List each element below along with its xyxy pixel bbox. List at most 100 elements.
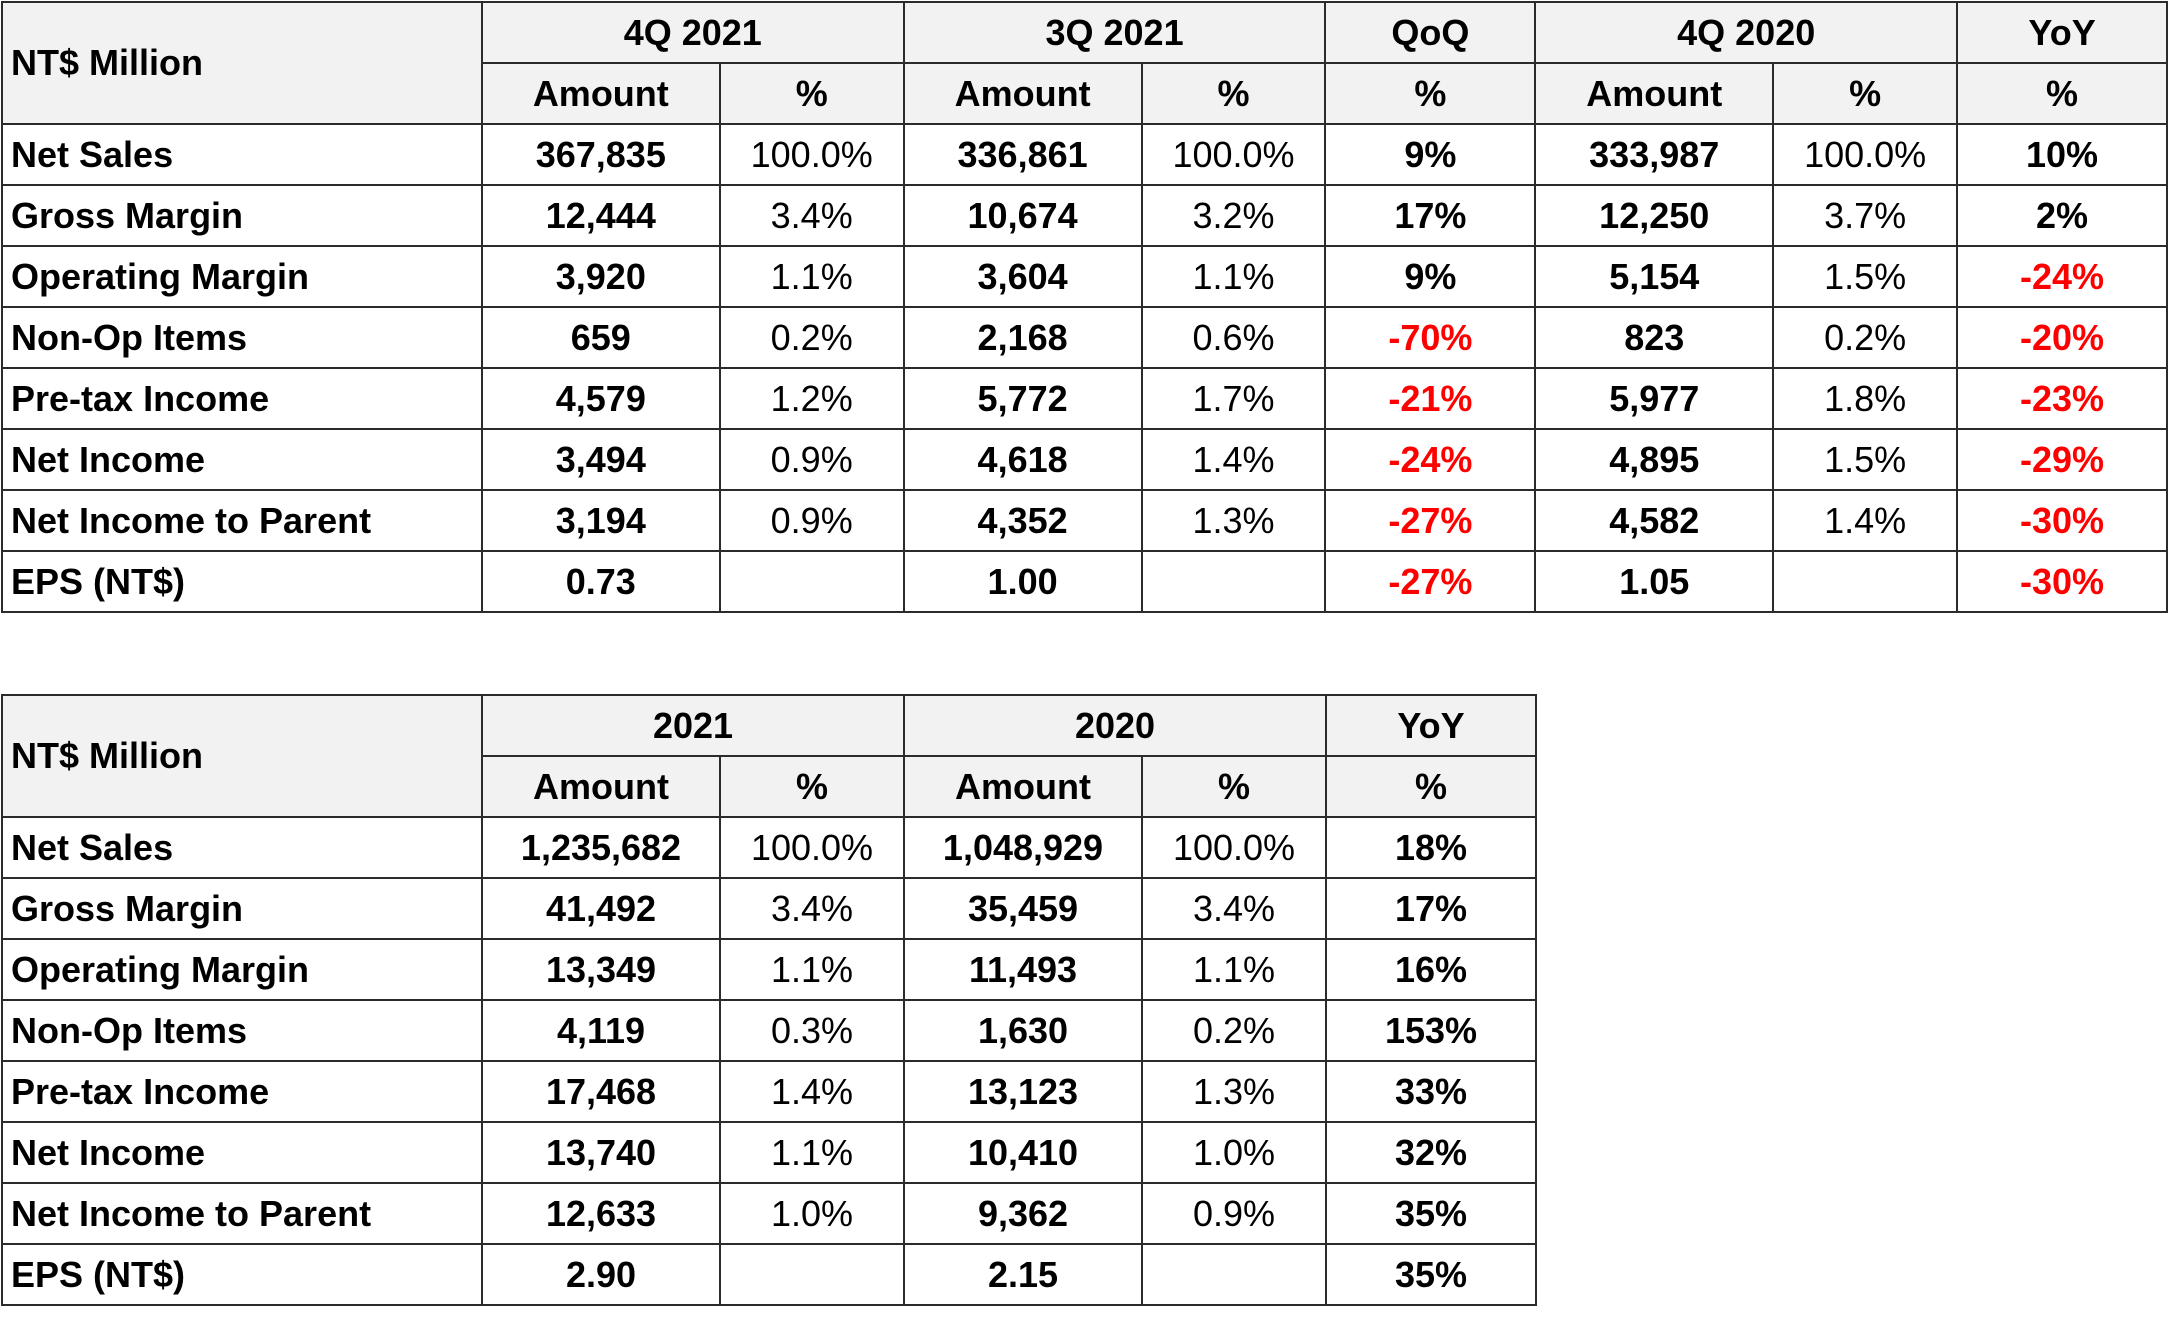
percent-cell bbox=[718, 550, 905, 613]
percent-cell: 1.5% bbox=[1772, 245, 1959, 308]
table-row: EPS (NT$) 2.90 2.15 35% bbox=[1, 1243, 1537, 1306]
percent-cell bbox=[1141, 1243, 1327, 1306]
percent-cell: 100.0% bbox=[1141, 816, 1327, 879]
change-cell: 17% bbox=[1325, 877, 1537, 940]
table-row: Net Income to Parent 12,633 1.0% 9,362 0.9% 3… bbox=[1, 1182, 1537, 1245]
percent-cell: 0.2% bbox=[1141, 999, 1327, 1062]
percent-cell: 1.3% bbox=[1141, 1060, 1327, 1123]
column-subheader: % bbox=[1141, 755, 1327, 818]
change-cell: -27% bbox=[1324, 489, 1537, 552]
amount-cell: 4,895 bbox=[1534, 428, 1775, 491]
percent-cell: 1.5% bbox=[1772, 428, 1959, 491]
table-row: Non-Op Items 4,119 0.3% 1,630 0.2% 153% bbox=[1, 999, 1537, 1062]
row-label: Gross Margin bbox=[1, 877, 483, 940]
row-label: Net Income to Parent bbox=[1, 1182, 483, 1245]
period-header-row: NT$ Million 2021 2020 YoY bbox=[1, 694, 1537, 818]
amount-cell: 2.90 bbox=[481, 1243, 721, 1306]
amount-cell: 4,579 bbox=[480, 367, 721, 430]
change-header: QoQ bbox=[1324, 1, 1537, 64]
change-cell: -30% bbox=[1956, 489, 2168, 552]
percent-cell: 1.4% bbox=[719, 1060, 905, 1123]
change-cell: 35% bbox=[1325, 1243, 1537, 1306]
column-subheader: % bbox=[1140, 62, 1327, 125]
row-label: Net Income bbox=[1, 428, 483, 491]
change-cell: 35% bbox=[1325, 1182, 1537, 1245]
percent-cell: 0.9% bbox=[1141, 1182, 1327, 1245]
amount-cell: 5,977 bbox=[1534, 367, 1775, 430]
subheader-row: Amount % Amount % % Amount % % bbox=[2, 62, 2168, 125]
period-header: 4Q 2021 bbox=[480, 1, 905, 64]
change-cell: -30% bbox=[1956, 550, 2168, 613]
percent-cell: 1.1% bbox=[719, 1121, 905, 1184]
percent-cell bbox=[1772, 550, 1959, 613]
amount-cell: 1.00 bbox=[902, 550, 1143, 613]
column-subheader: % bbox=[719, 755, 905, 818]
table-row: Net Income 13,740 1.1% 10,410 1.0% 32% bbox=[1, 1121, 1537, 1184]
table-row: Operating Margin 3,920 1.1% 3,604 1.1% 9% 5,15… bbox=[1, 245, 2168, 308]
unit-label: NT$ Million bbox=[1, 694, 483, 818]
row-label: Net Sales bbox=[1, 123, 483, 186]
column-subheader: % bbox=[1956, 62, 2168, 125]
row-label: Pre-tax Income bbox=[1, 367, 483, 430]
amount-cell: 17,468 bbox=[481, 1060, 721, 1123]
amount-cell: 5,772 bbox=[902, 367, 1143, 430]
period-header: 3Q 2021 bbox=[902, 1, 1327, 64]
period-header: 2020 bbox=[903, 694, 1327, 757]
amount-cell: 3,604 bbox=[902, 245, 1143, 308]
quarterly-results-table: NT$ Million 4Q 2021 3Q 2021 QoQ 4Q 2020 … bbox=[1, 1, 2168, 613]
row-label: Net Income to Parent bbox=[1, 489, 483, 552]
amount-cell: 4,618 bbox=[902, 428, 1143, 491]
table-row: Pre-tax Income 4,579 1.2% 5,772 1.7% -21% 5,97… bbox=[1, 367, 2168, 430]
table-row: Gross Margin 12,444 3.4% 10,674 3.2% 17% 12,25… bbox=[1, 184, 2168, 247]
percent-cell: 0.9% bbox=[718, 489, 905, 552]
change-cell: 18% bbox=[1325, 816, 1537, 879]
row-label: EPS (NT$) bbox=[1, 550, 483, 613]
percent-cell bbox=[1140, 550, 1327, 613]
change-cell: -24% bbox=[1956, 245, 2168, 308]
annual-body: Net Sales 1,235,682 100.0% 1,048,929 100.0% 1… bbox=[1, 816, 1537, 1306]
change-cell: 33% bbox=[1325, 1060, 1537, 1123]
change-cell: -20% bbox=[1956, 306, 2168, 369]
table-row: Net Sales 1,235,682 100.0% 1,048,929 100.0% 1… bbox=[1, 816, 1537, 879]
change-header: YoY bbox=[1325, 694, 1537, 757]
percent-cell: 1.3% bbox=[1140, 489, 1327, 552]
percent-cell: 100.0% bbox=[1140, 123, 1327, 186]
table-row: Gross Margin 41,492 3.4% 35,459 3.4% 17% bbox=[1, 877, 1537, 940]
amount-cell: 41,492 bbox=[481, 877, 721, 940]
period-header-row: NT$ Million 4Q 2021 3Q 2021 QoQ 4Q 2020 … bbox=[1, 1, 2168, 125]
percent-cell: 3.4% bbox=[719, 877, 905, 940]
amount-cell: 35,459 bbox=[903, 877, 1143, 940]
change-cell: 16% bbox=[1325, 938, 1537, 1001]
column-subheader: % bbox=[1325, 755, 1537, 818]
column-subheader: % bbox=[718, 62, 905, 125]
change-cell: -21% bbox=[1324, 367, 1537, 430]
row-label: Operating Margin bbox=[1, 245, 483, 308]
row-label: Non-Op Items bbox=[1, 999, 483, 1062]
percent-cell: 3.2% bbox=[1140, 184, 1327, 247]
amount-cell: 367,835 bbox=[480, 123, 721, 186]
amount-cell: 336,861 bbox=[902, 123, 1143, 186]
column-subheader: % bbox=[1324, 62, 1537, 125]
subheader-row: Amount % Amount % % bbox=[2, 755, 1537, 818]
percent-cell: 100.0% bbox=[719, 816, 905, 879]
amount-cell: 4,582 bbox=[1534, 489, 1775, 552]
change-cell: -29% bbox=[1956, 428, 2168, 491]
amount-cell: 12,250 bbox=[1534, 184, 1775, 247]
amount-cell: 3,920 bbox=[480, 245, 721, 308]
row-label: Pre-tax Income bbox=[1, 1060, 483, 1123]
annual-results-table: NT$ Million 2021 2020 YoY Amount % Amoun… bbox=[1, 694, 1537, 1306]
amount-cell: 3,194 bbox=[480, 489, 721, 552]
change-cell: -27% bbox=[1324, 550, 1537, 613]
amount-cell: 2,168 bbox=[902, 306, 1143, 369]
amount-cell: 12,633 bbox=[481, 1182, 721, 1245]
period-header: 4Q 2020 bbox=[1534, 1, 1959, 64]
amount-cell: 11,493 bbox=[903, 938, 1143, 1001]
percent-cell: 1.0% bbox=[1141, 1121, 1327, 1184]
percent-cell: 1.1% bbox=[1140, 245, 1327, 308]
table-row: Net Income to Parent 3,194 0.9% 4,352 1.3% -2… bbox=[1, 489, 2168, 552]
percent-cell: 3.4% bbox=[718, 184, 905, 247]
change-cell: -70% bbox=[1324, 306, 1537, 369]
unit-label: NT$ Million bbox=[1, 1, 483, 125]
amount-cell: 823 bbox=[1534, 306, 1775, 369]
percent-cell: 1.1% bbox=[719, 938, 905, 1001]
